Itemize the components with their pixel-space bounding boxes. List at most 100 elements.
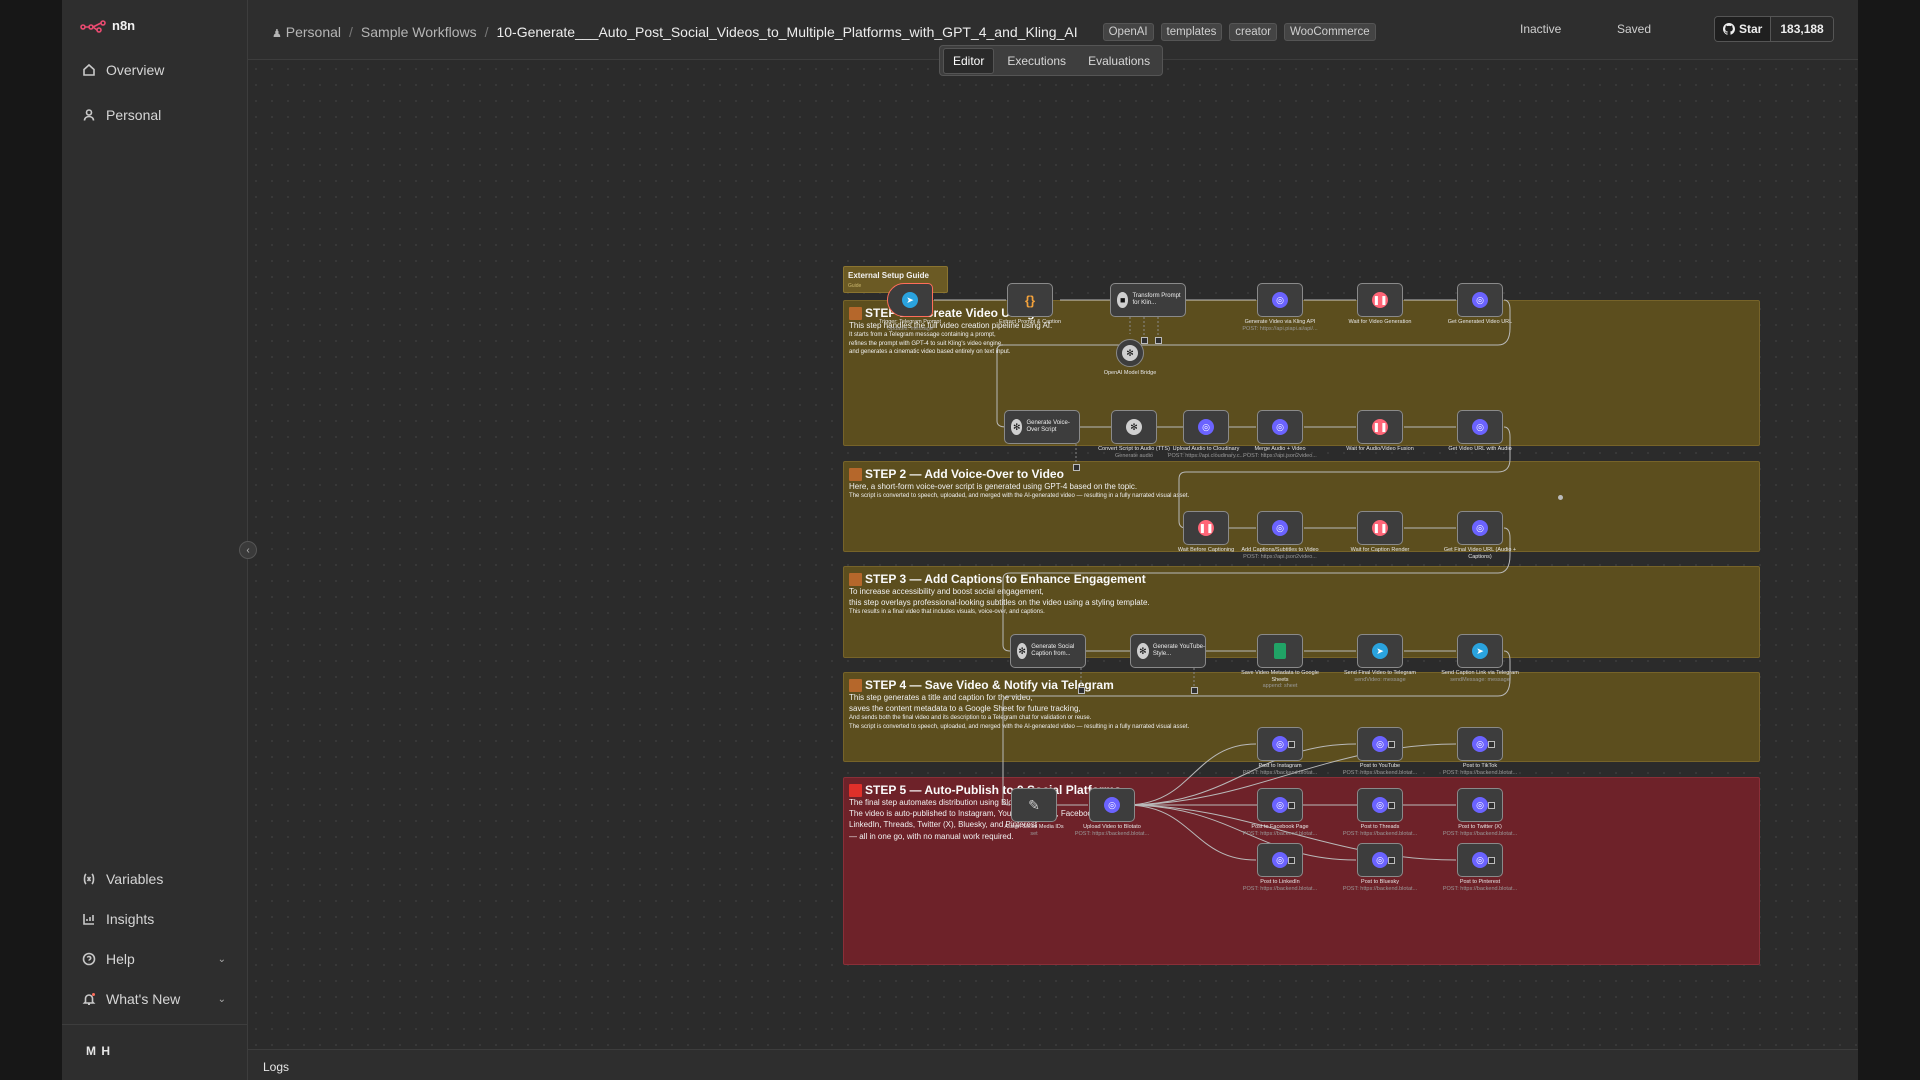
sidebar-item-insights[interactable]: Insights bbox=[72, 904, 238, 934]
node-cloudinary-upload[interactable]: ◎ bbox=[1183, 410, 1229, 444]
variables-icon bbox=[83, 873, 95, 885]
node-social-caption[interactable]: ✻ Generate Social Caption from... bbox=[1010, 634, 1086, 668]
sidebar-item-variables[interactable]: Variables bbox=[72, 864, 238, 894]
workflow-canvas[interactable]: External Setup Guide Guide STEP 1 — Crea… bbox=[248, 61, 1858, 1049]
globe-icon: ◎ bbox=[1272, 292, 1288, 308]
user-avatar[interactable]: M H bbox=[86, 1044, 111, 1058]
openai-icon: ✻ bbox=[1126, 419, 1142, 435]
node-label: Post to Facebook Page POST: https://backe… bbox=[1240, 824, 1320, 837]
node-get-video-url[interactable]: ◎ bbox=[1457, 283, 1503, 317]
logs-panel[interactable]: Logs bbox=[248, 1049, 1858, 1080]
sub-port[interactable] bbox=[1140, 336, 1148, 344]
node-wait-captioning[interactable]: ❚❚ bbox=[1183, 511, 1229, 545]
node-kling-video[interactable]: ◎ bbox=[1257, 283, 1303, 317]
node-name: Generate Voice-Over Script bbox=[1026, 420, 1070, 433]
sticky-title-text: STEP 4 — Save Video & Notify via Telegra… bbox=[865, 678, 1114, 692]
globe-icon: ◎ bbox=[1372, 736, 1388, 752]
color-square-icon bbox=[849, 678, 862, 692]
output-port[interactable] bbox=[1287, 801, 1295, 809]
openai-icon: ✻ bbox=[1011, 419, 1023, 435]
node-save-sheet[interactable] bbox=[1257, 634, 1303, 668]
sticky-line: and generates a cinematic video based en… bbox=[849, 348, 1011, 355]
node-subtitle: POST: https://backend.blotat... bbox=[1242, 830, 1318, 837]
node-youtube-style[interactable]: ✻ Generate YouTube-Style... bbox=[1130, 634, 1206, 668]
node-assign-ids[interactable]: ✎ bbox=[1011, 788, 1057, 822]
breadcrumb-folder[interactable]: Sample Workflows bbox=[360, 23, 477, 40]
breadcrumb-separator: / bbox=[484, 23, 489, 40]
node-subtitle: POST: https://api.json2video... bbox=[1243, 452, 1317, 459]
output-port[interactable] bbox=[1487, 801, 1495, 809]
node-send-caption-telegram[interactable]: ➤ bbox=[1457, 634, 1503, 668]
node-name: OpenAI Model Bridge bbox=[1103, 370, 1157, 376]
node-extract-prompt[interactable]: {} bbox=[1007, 283, 1053, 317]
openai-icon: ✻ bbox=[1017, 643, 1028, 659]
output-port[interactable] bbox=[1287, 740, 1295, 748]
tab-executions[interactable]: Executions bbox=[1007, 53, 1067, 68]
color-square-icon bbox=[849, 306, 862, 320]
node-add-captions[interactable]: ◎ bbox=[1257, 511, 1303, 545]
node-post-threads[interactable]: ◎ bbox=[1357, 788, 1403, 822]
node-name: Add Captions/Subtitles to Video bbox=[1241, 547, 1319, 553]
workflow-name[interactable]: 10-Generate___Auto_Post_Social_Videos_to… bbox=[496, 23, 1078, 40]
collapse-sidebar-button[interactable]: ‹ bbox=[239, 541, 257, 559]
node-wait-video[interactable]: ❚❚ bbox=[1357, 283, 1403, 317]
tag[interactable]: templates bbox=[1160, 23, 1223, 41]
sidebar-item-help[interactable]: Help ⌄ bbox=[72, 944, 238, 974]
output-port[interactable] bbox=[1387, 856, 1395, 864]
node-post-linkedin[interactable]: ◎ bbox=[1257, 843, 1303, 877]
sidebar-item-personal[interactable]: Personal bbox=[72, 100, 238, 130]
node-post-pinterest[interactable]: ◎ bbox=[1457, 843, 1503, 877]
node-tts[interactable]: ✻ bbox=[1111, 410, 1157, 444]
node-post-youtube[interactable]: ◎ bbox=[1357, 727, 1403, 761]
node-final-video[interactable]: ◎ bbox=[1457, 511, 1503, 545]
tab-editor[interactable]: Editor bbox=[943, 47, 995, 74]
node-post-facebook[interactable]: ◎ bbox=[1257, 788, 1303, 822]
node-name: Trigger: Telegram Prompt bbox=[878, 319, 942, 325]
output-port[interactable] bbox=[1487, 740, 1495, 748]
node-post-instagram[interactable]: ◎ bbox=[1257, 727, 1303, 761]
node-telegram-trigger[interactable]: ➤ bbox=[887, 283, 933, 317]
n8n-logo-icon bbox=[80, 19, 106, 33]
node-name: Post to TikTok bbox=[1462, 763, 1498, 769]
node-post-bluesky[interactable]: ◎ bbox=[1357, 843, 1403, 877]
output-port[interactable] bbox=[1387, 801, 1395, 809]
node-get-audio-video[interactable]: ◎ bbox=[1457, 410, 1503, 444]
output-port[interactable] bbox=[1287, 856, 1295, 864]
active-toggle-status[interactable]: Inactive bbox=[1520, 22, 1562, 36]
tab-evaluations[interactable]: Evaluations bbox=[1088, 53, 1151, 68]
sub-port[interactable] bbox=[1154, 336, 1162, 344]
node-transform-prompt[interactable]: ■ Transform Prompt for Klin... bbox=[1110, 283, 1186, 317]
openai-icon: ✻ bbox=[1122, 345, 1138, 361]
chevron-left-icon: ‹ bbox=[246, 544, 250, 556]
node-name: Wait for Audio/Video Fusion bbox=[1346, 446, 1414, 452]
sidebar-item-whats-new[interactable]: What's New ⌄ bbox=[72, 984, 238, 1014]
tag[interactable]: OpenAI bbox=[1102, 23, 1154, 41]
tag[interactable]: creator bbox=[1229, 23, 1278, 41]
pause-icon: ❚❚ bbox=[1372, 520, 1388, 536]
node-post-twitter[interactable]: ◎ bbox=[1457, 788, 1503, 822]
breadcrumb-project[interactable]: ♟ Personal bbox=[272, 24, 341, 40]
globe-icon: ◎ bbox=[1372, 852, 1388, 868]
node-voice-script[interactable]: ✻ Generate Voice-Over Script bbox=[1004, 410, 1080, 444]
tag-list[interactable]: OpenAI templates creator WooCommerce bbox=[1100, 22, 1376, 41]
node-wait-caption-render[interactable]: ❚❚ bbox=[1357, 511, 1403, 545]
sub-port[interactable] bbox=[1077, 686, 1085, 694]
sub-port[interactable] bbox=[1190, 686, 1198, 694]
globe-icon: ◎ bbox=[1272, 797, 1288, 813]
sidebar-item-overview[interactable]: Overview bbox=[72, 55, 238, 85]
output-port[interactable] bbox=[1387, 740, 1395, 748]
node-wait-fusion[interactable]: ❚❚ bbox=[1357, 410, 1403, 444]
output-port[interactable] bbox=[1487, 856, 1495, 864]
globe-icon: ◎ bbox=[1372, 797, 1388, 813]
github-star-button[interactable]: Star 183,188 bbox=[1714, 16, 1834, 42]
globe-icon: ◎ bbox=[1272, 852, 1288, 868]
code-icon: {} bbox=[1024, 292, 1036, 308]
node-upload-blotato[interactable]: ◎ bbox=[1089, 788, 1135, 822]
node-post-tiktok[interactable]: ◎ bbox=[1457, 727, 1503, 761]
tag[interactable]: WooCommerce bbox=[1283, 23, 1376, 41]
node-subtitle: POST: https://backend.blotat... bbox=[1342, 885, 1418, 892]
sub-port[interactable] bbox=[1072, 463, 1080, 471]
node-merge-audio-video[interactable]: ◎ bbox=[1257, 410, 1303, 444]
n8n-logo[interactable]: n8n bbox=[80, 18, 135, 33]
node-send-video-telegram[interactable]: ➤ bbox=[1357, 634, 1403, 668]
